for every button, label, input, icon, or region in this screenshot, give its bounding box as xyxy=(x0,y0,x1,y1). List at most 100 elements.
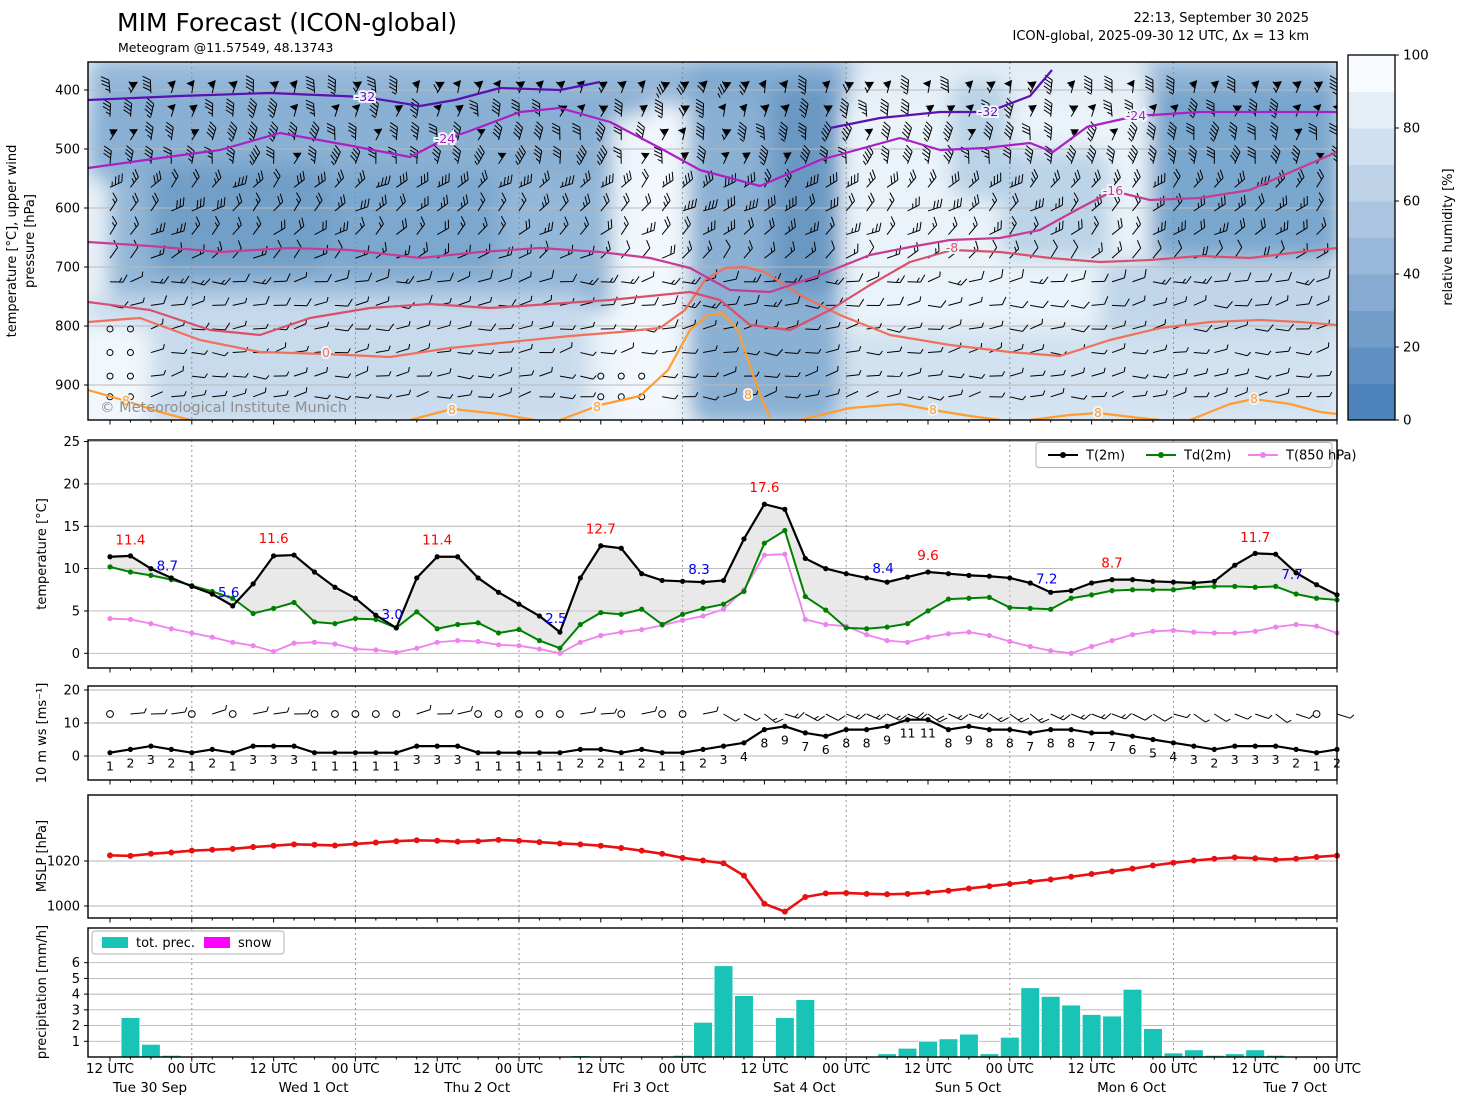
svg-text:3: 3 xyxy=(290,752,298,767)
svg-text:4: 4 xyxy=(1169,749,1177,764)
svg-text:40: 40 xyxy=(1403,267,1420,283)
svg-text:12 UTC: 12 UTC xyxy=(740,1061,788,1077)
svg-text:8: 8 xyxy=(122,393,130,408)
svg-text:10: 10 xyxy=(63,717,80,732)
svg-text:8.7: 8.7 xyxy=(157,559,178,575)
svg-text:tot. prec.: tot. prec. xyxy=(136,936,195,951)
svg-text:0: 0 xyxy=(72,647,80,662)
svg-text:12 UTC: 12 UTC xyxy=(413,1061,461,1077)
svg-text:5: 5 xyxy=(1149,746,1157,761)
svg-text:-32: -32 xyxy=(355,89,375,104)
svg-text:8: 8 xyxy=(944,736,952,751)
svg-text:0: 0 xyxy=(1403,413,1412,429)
svg-text:Mon 6 Oct: Mon 6 Oct xyxy=(1097,1080,1166,1096)
svg-text:8: 8 xyxy=(1094,405,1102,420)
svg-text:7: 7 xyxy=(1108,739,1116,754)
svg-text:Sun 5 Oct: Sun 5 Oct xyxy=(935,1080,1001,1096)
svg-text:11.6: 11.6 xyxy=(259,531,289,547)
svg-text:Thu 2 Oct: Thu 2 Oct xyxy=(443,1080,510,1096)
svg-text:8: 8 xyxy=(842,736,850,751)
svg-text:00 UTC: 00 UTC xyxy=(1149,1061,1197,1077)
created-timestamp: 22:13, September 30 2025 xyxy=(1133,11,1309,26)
svg-text:2: 2 xyxy=(208,755,216,770)
svg-text:6: 6 xyxy=(1129,742,1137,757)
svg-text:1: 1 xyxy=(392,759,400,774)
svg-text:9: 9 xyxy=(965,732,973,747)
td2m-line xyxy=(107,527,1340,651)
svg-text:Tue 7 Oct: Tue 7 Oct xyxy=(1262,1080,1327,1096)
svg-text:1: 1 xyxy=(474,759,482,774)
svg-text:3: 3 xyxy=(1251,752,1259,767)
svg-text:3: 3 xyxy=(1231,752,1239,767)
svg-text:2: 2 xyxy=(1210,755,1218,770)
svg-text:11: 11 xyxy=(900,726,916,741)
svg-text:3: 3 xyxy=(270,752,278,767)
model-run-info: ICON-global, 2025-09-30 12 UTC, Δx = 13 … xyxy=(1012,29,1309,44)
svg-text:8: 8 xyxy=(760,736,768,751)
svg-text:100: 100 xyxy=(1403,48,1429,64)
svg-text:8: 8 xyxy=(1006,736,1014,751)
wind-speed-labels: 1 2 3 2 1 2 1 3 3 3 1 1 1 1 1 3 3 3 1 1 1 1 1 2 2 1 2 1 1 2 3 48 9 7 6 8 8 9 1… xyxy=(106,726,1341,774)
svg-text:7: 7 xyxy=(1026,739,1034,754)
svg-text:0: 0 xyxy=(322,345,330,360)
svg-text:00 UTC: 00 UTC xyxy=(1313,1061,1361,1077)
svg-text:20: 20 xyxy=(63,477,80,492)
svg-text:3: 3 xyxy=(413,752,421,767)
svg-text:12 UTC: 12 UTC xyxy=(577,1061,625,1077)
svg-text:00 UTC: 00 UTC xyxy=(822,1061,870,1077)
svg-text:2: 2 xyxy=(699,755,707,770)
svg-text:700: 700 xyxy=(55,261,80,276)
svg-text:60: 60 xyxy=(1403,194,1420,210)
svg-text:12 UTC: 12 UTC xyxy=(249,1061,297,1077)
svg-text:T(850 hPa): T(850 hPa) xyxy=(1285,449,1357,464)
svg-text:4: 4 xyxy=(72,988,80,1003)
svg-text:3: 3 xyxy=(720,752,728,767)
svg-text:1: 1 xyxy=(229,759,237,774)
svg-text:2: 2 xyxy=(167,755,175,770)
svg-text:2: 2 xyxy=(597,755,605,770)
svg-text:-16: -16 xyxy=(1103,183,1123,198)
svg-text:1: 1 xyxy=(658,759,666,774)
svg-text:1: 1 xyxy=(351,759,359,774)
svg-text:1: 1 xyxy=(515,759,523,774)
svg-text:-8: -8 xyxy=(946,240,959,255)
svg-text:7: 7 xyxy=(801,739,809,754)
svg-text:12 UTC: 12 UTC xyxy=(86,1061,134,1077)
svg-text:1: 1 xyxy=(188,759,196,774)
svg-text:600: 600 xyxy=(55,202,80,217)
svg-text:400: 400 xyxy=(55,84,80,99)
svg-text:1: 1 xyxy=(311,759,319,774)
watermark: © Meteorological Institute Munich xyxy=(100,400,347,416)
svg-text:8: 8 xyxy=(863,736,871,751)
temperature-panel: 11.4 11.6 11.4 12.7 17.6 9.6 8.7 11.7 8.7 5.6 3.0 2… xyxy=(35,435,1357,673)
svg-text:relative humidity [%]: relative humidity [%] xyxy=(1441,168,1456,305)
svg-text:1: 1 xyxy=(495,759,503,774)
svg-text:2: 2 xyxy=(72,1019,80,1034)
svg-text:Tue 30 Sep: Tue 30 Sep xyxy=(112,1080,187,1096)
svg-text:10: 10 xyxy=(63,562,80,577)
svg-text:20: 20 xyxy=(63,684,80,699)
svg-text:-32: -32 xyxy=(978,104,998,119)
page-subtitle: Meteogram @11.57549, 48.13743 xyxy=(118,40,334,55)
svg-text:Td(2m): Td(2m) xyxy=(1183,449,1231,464)
temperature-legend: T(2m) Td(2m) T(850 hPa) xyxy=(1035,442,1357,468)
svg-text:1: 1 xyxy=(1313,759,1321,774)
wind-speed-line xyxy=(107,717,1340,756)
svg-text:1: 1 xyxy=(556,759,564,774)
svg-text:20: 20 xyxy=(1403,340,1420,356)
svg-text:4: 4 xyxy=(740,749,748,764)
svg-text:3.0: 3.0 xyxy=(382,607,403,623)
svg-text:-24: -24 xyxy=(1126,108,1146,123)
svg-text:1: 1 xyxy=(617,759,625,774)
svg-text:500: 500 xyxy=(55,143,80,158)
svg-text:11.4: 11.4 xyxy=(422,533,452,549)
svg-text:3: 3 xyxy=(249,752,257,767)
svg-text:2: 2 xyxy=(126,755,134,770)
svg-text:5: 5 xyxy=(72,972,80,987)
svg-text:12 UTC: 12 UTC xyxy=(1231,1061,1279,1077)
svg-text:8: 8 xyxy=(985,736,993,751)
